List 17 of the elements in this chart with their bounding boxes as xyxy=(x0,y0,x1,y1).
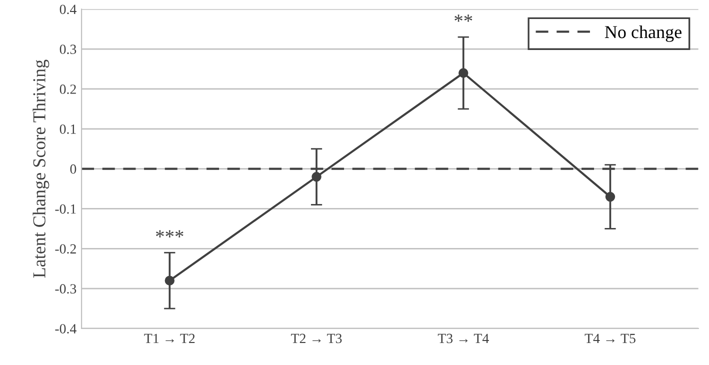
y-tick-label: -0.1 xyxy=(55,204,76,214)
y-tick-label: 0.3 xyxy=(60,44,76,54)
y-tick-label: 0.1 xyxy=(60,124,76,134)
annotation: *** xyxy=(156,230,184,238)
y-tick-label: -0.3 xyxy=(55,284,76,294)
y-tick-label: 0.2 xyxy=(60,84,76,94)
y-axis-title: Latent Change Score Thriving xyxy=(32,60,50,278)
y-tick-label: -0.4 xyxy=(55,324,76,334)
x-tick-label: T1 → T2 xyxy=(144,334,195,343)
y-tick-label: 0 xyxy=(70,164,76,174)
x-tick-label: T3 → T4 xyxy=(438,334,489,344)
legend-label: No change xyxy=(604,25,682,42)
annotation: ** xyxy=(454,14,472,22)
x-tick-label: T4 → T5 xyxy=(584,334,636,344)
y-tick-label: -0.2 xyxy=(55,244,76,254)
x-tick-label: T2 → T3 xyxy=(291,334,342,344)
y-tick-label: 0.4 xyxy=(60,4,76,14)
